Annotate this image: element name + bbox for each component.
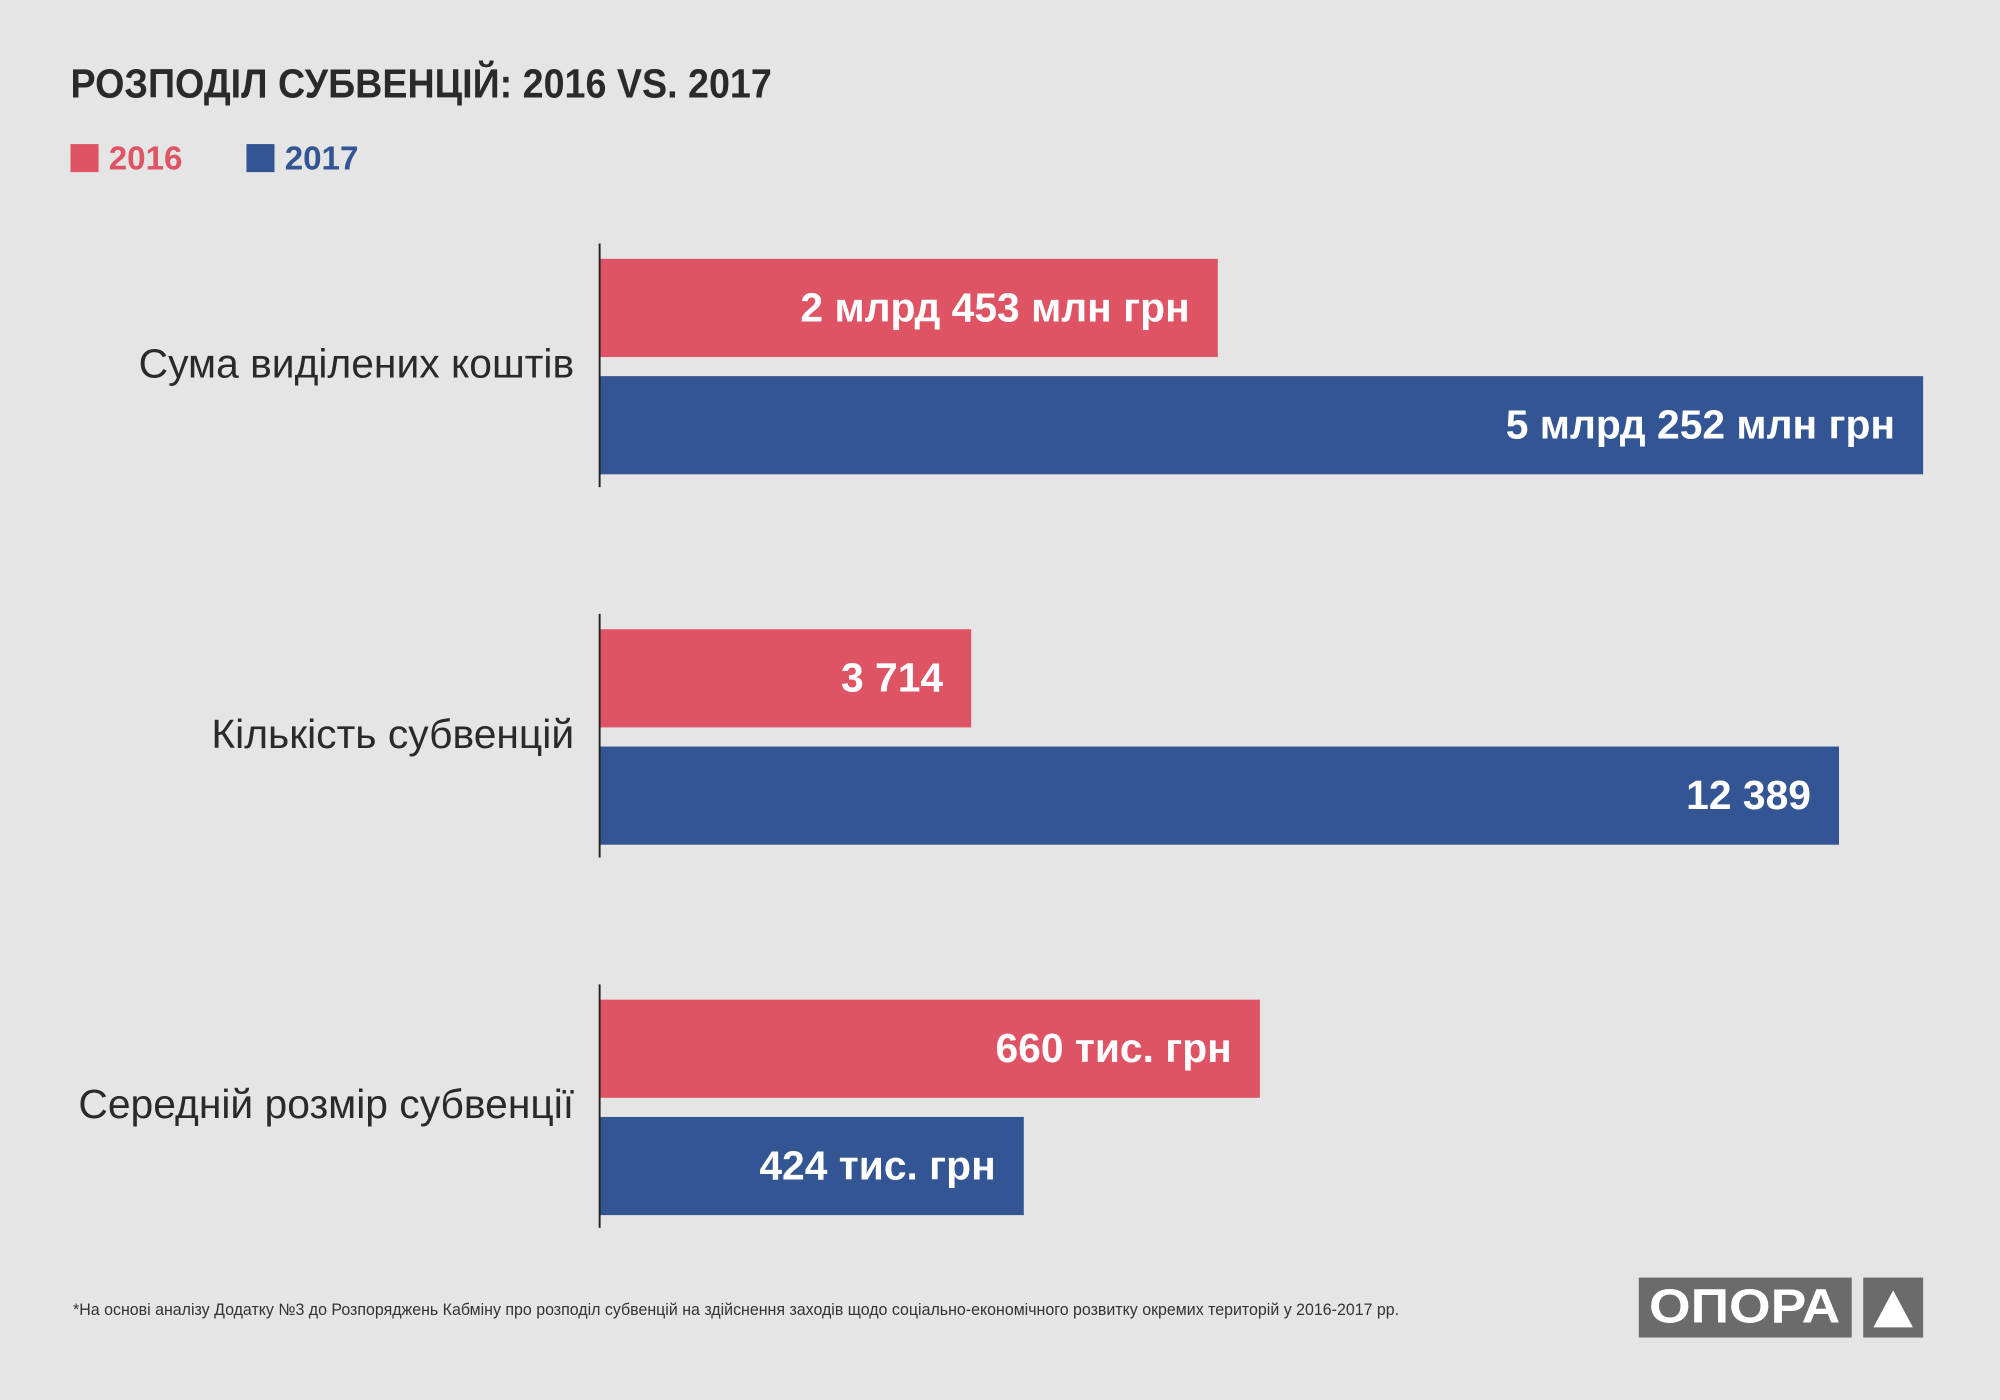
legend-label: 2016 (109, 140, 183, 177)
category-label: Середній розмір субвенції (78, 1081, 574, 1127)
category-label: Кількість субвенцій (211, 711, 574, 757)
logo-text: ОПОРА (1649, 1279, 1840, 1333)
legend-swatch (246, 144, 275, 173)
value-label: 660 тис. грн (995, 1025, 1231, 1071)
value-label: 3 714 (841, 655, 943, 701)
value-label: 5 млрд 252 млн грн (1506, 402, 1895, 448)
bar (599, 258, 1218, 358)
legend-swatch (70, 144, 99, 173)
category-label: Сума виділених коштів (139, 340, 574, 386)
bar (599, 376, 1924, 475)
legend-label: 2017 (285, 140, 359, 177)
bar (599, 746, 1840, 845)
footnote: *На основі аналізу Додатку №3 до Розпоря… (73, 1300, 1399, 1319)
bar (599, 999, 1260, 1098)
value-label: 2 млрд 453 млн грн (800, 284, 1189, 330)
bar (599, 1116, 1024, 1216)
logo-icon (1873, 1290, 1913, 1328)
value-label: 424 тис. грн (759, 1142, 995, 1188)
chart-title: РОЗПОДІЛ СУБВЕНЦІЙ: 2016 VS. 2017 (70, 60, 771, 106)
value-label: 12 389 (1686, 772, 1811, 818)
logo-box (1638, 1277, 1852, 1338)
bar (599, 629, 972, 728)
